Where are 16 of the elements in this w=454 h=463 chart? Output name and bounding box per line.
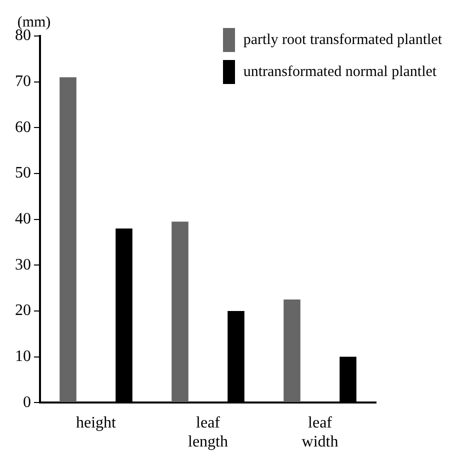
bar (60, 77, 76, 402)
y-tick-label: 0 (23, 394, 31, 411)
x-tick-label: height (76, 414, 117, 432)
y-tick-label: 70 (15, 73, 31, 90)
bar (172, 222, 188, 402)
y-tick-label: 60 (15, 118, 31, 136)
y-tick-label: 50 (15, 164, 31, 182)
y-tick-label: 40 (15, 210, 31, 228)
x-tick-label: leaf width (302, 414, 338, 451)
bar (284, 299, 300, 402)
y-tick-label: 20 (15, 302, 31, 320)
x-tick-label: leaf length (188, 414, 228, 451)
legend-label: untransformated normal plantlet (243, 64, 437, 80)
legend-label: partly root transformated plantlet (243, 32, 442, 48)
y-tick-label: 10 (15, 348, 31, 365)
y-tick-label: 30 (15, 256, 31, 274)
